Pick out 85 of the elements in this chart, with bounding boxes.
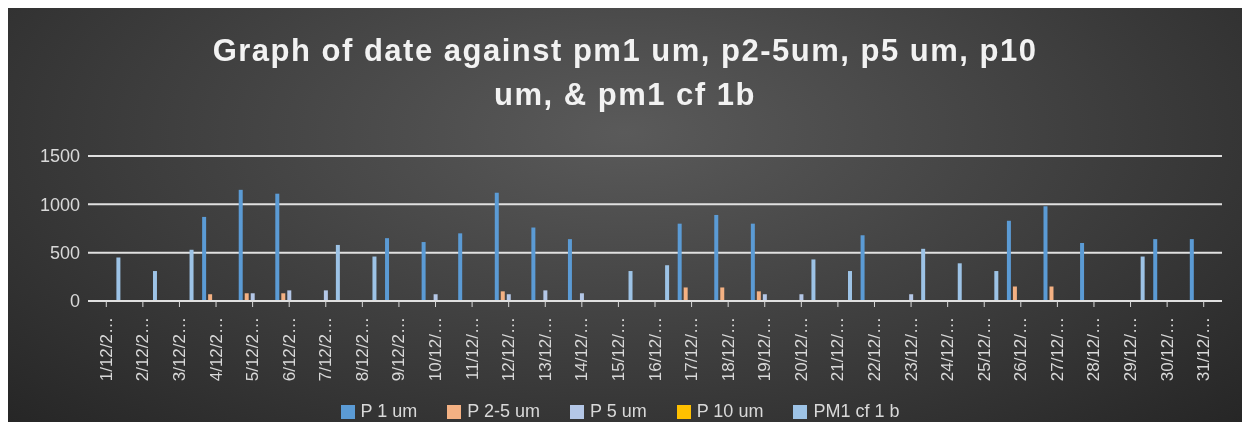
x-tick-label: 29/12/… (1121, 317, 1141, 382)
bar (323, 290, 328, 301)
legend-label: PM1 cf 1 b (812, 401, 900, 422)
bar (677, 223, 682, 301)
bar (1043, 206, 1048, 301)
bar (116, 257, 121, 301)
x-tick-label: 22/12/… (864, 317, 884, 382)
bar (287, 290, 292, 301)
x-tick-label: 31/12/… (1194, 317, 1214, 382)
bar (848, 271, 852, 301)
y-tick-label: 1000 (39, 194, 80, 215)
bar (202, 216, 207, 301)
bar (1140, 256, 1145, 301)
x-tick-label: 23/12/… (901, 317, 921, 382)
x-tick-label: 10/12/… (426, 317, 446, 382)
bar (756, 291, 761, 301)
bar (238, 189, 243, 301)
bar (494, 192, 499, 301)
x-tick-label: 26/12/… (1011, 317, 1031, 382)
bar (458, 233, 463, 301)
x-tick-label: 14/12/… (572, 317, 592, 382)
x-tick-label: 2/12/2… (133, 317, 153, 382)
x-tick-label: 20/12/… (791, 317, 811, 382)
bar (372, 256, 377, 301)
x-tick-label: 4/12/2… (206, 317, 226, 382)
bar (860, 235, 865, 301)
bar (750, 223, 755, 301)
bar (1012, 286, 1017, 301)
x-tick-label: 27/12/… (1047, 317, 1067, 382)
legend-label: P 5 um (588, 401, 647, 422)
bar (1080, 243, 1085, 301)
bar (531, 227, 536, 301)
bar (665, 265, 670, 301)
bar (1006, 220, 1011, 301)
bar (720, 287, 725, 301)
x-tick-label: 12/12/… (499, 317, 519, 382)
bar (1049, 286, 1054, 301)
bar (921, 248, 926, 301)
x-tick-label: 16/12/… (645, 317, 665, 382)
x-tick-label: 17/12/… (682, 317, 702, 382)
legend-label: P 2-5 um (466, 401, 540, 422)
y-tick-label: 0 (69, 291, 80, 312)
bar (811, 259, 816, 301)
chart-title: Graph of date against pm1 um, p2-5um, p5 um, p10 um, & pm1 cf 1b (211, 32, 1039, 114)
x-tick-label: 15/12/… (608, 317, 628, 382)
bar (683, 287, 688, 301)
bar (250, 293, 255, 301)
bar (579, 293, 584, 301)
x-tick-label: 25/12/… (974, 317, 994, 382)
bar (421, 242, 426, 301)
legend-label: P 1 um (359, 401, 418, 422)
legend-label: P 10 um (695, 401, 764, 422)
x-tick-label: 1/12/2… (96, 317, 116, 382)
x-tick-label: 19/12/… (755, 317, 775, 382)
x-tick-label: 21/12/… (828, 317, 848, 382)
bar (281, 293, 286, 301)
bar (1189, 239, 1194, 301)
bar (994, 271, 999, 301)
bar (628, 271, 633, 301)
x-tick-label: 7/12/2… (316, 317, 336, 382)
x-tick-label: 30/12/… (1157, 317, 1177, 382)
bar (714, 214, 719, 301)
x-tick-label: 8/12/2… (352, 317, 372, 382)
y-tick-label: 1500 (39, 146, 80, 167)
x-tick-label: 5/12/2… (243, 317, 263, 382)
x-tick-label: 6/12/2… (279, 317, 299, 382)
bar (385, 238, 390, 301)
bar (567, 239, 572, 301)
bar (244, 293, 249, 301)
x-tick-label: 13/12/… (535, 317, 555, 382)
bar (275, 193, 280, 301)
x-tick-label: 28/12/… (1084, 317, 1104, 382)
x-tick-label: 3/12/2… (169, 317, 189, 382)
x-tick-label: 18/12/… (718, 317, 738, 382)
bar (1153, 239, 1158, 301)
x-tick-label: 24/12/… (938, 317, 958, 382)
x-tick-label: 9/12/2… (389, 317, 409, 382)
y-tick-label: 500 (49, 243, 80, 264)
bar (543, 290, 548, 301)
x-tick-label: 11/12/… (462, 317, 482, 381)
bar (957, 263, 962, 301)
bar (500, 291, 505, 301)
bar (152, 271, 157, 301)
bar (335, 244, 340, 301)
bar (189, 249, 194, 301)
